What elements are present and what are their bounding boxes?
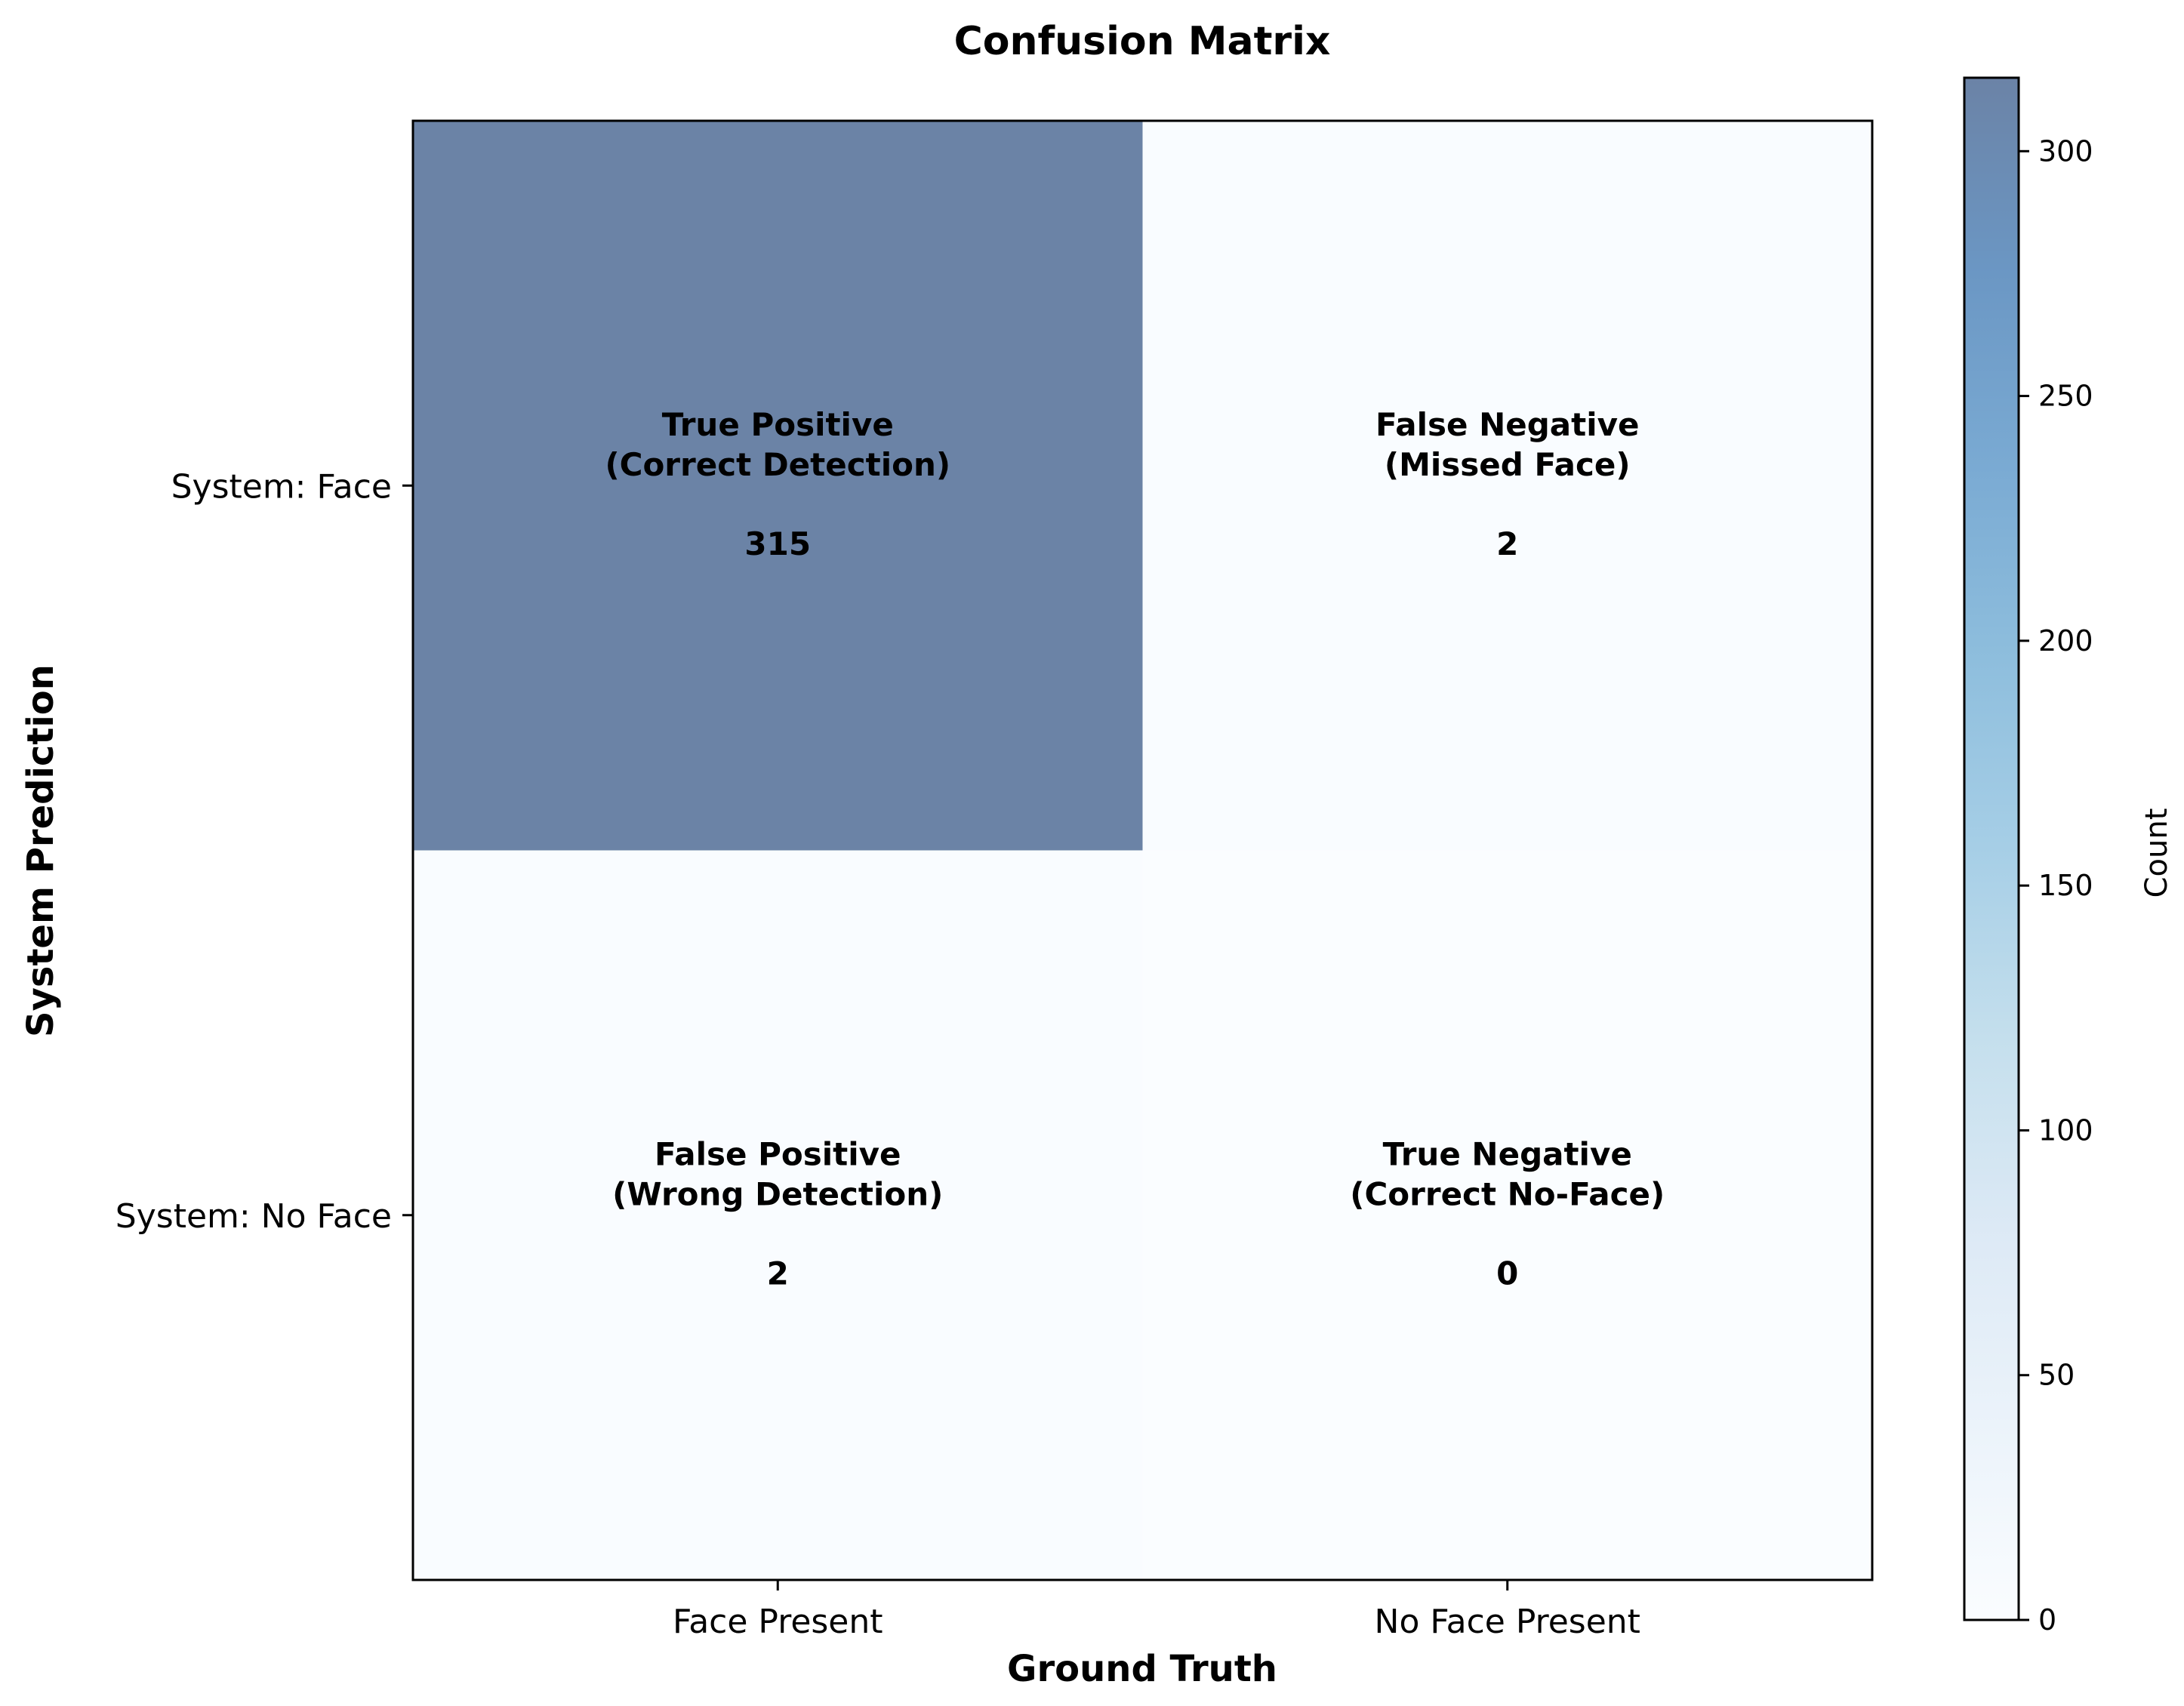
y-tick-label: System: Face [171, 467, 392, 506]
chart-title: Confusion Matrix [954, 19, 1331, 64]
matrix-cell [1142, 121, 1872, 851]
matrix-cell [1142, 850, 1872, 1580]
cell-value: 2 [1496, 525, 1518, 562]
colorbar-tick-label: 300 [2038, 134, 2093, 168]
matrix-cells: True Positive(Correct Detection) 315 False… [413, 121, 1872, 1580]
y-axis-label: System Prediction [20, 664, 62, 1037]
colorbar-tick-label: 50 [2038, 1359, 2075, 1392]
cell-label-line2: (Correct No-Face) [1350, 1176, 1665, 1213]
colorbar-tick-label: 250 [2038, 380, 2093, 413]
x-tick-label: No Face Present [1375, 1603, 1640, 1641]
matrix-cell [413, 121, 1143, 851]
cell-label-line1: False Positive [655, 1136, 901, 1173]
y-tick-label: System: No Face [116, 1197, 392, 1236]
cell-label-line1: False Negative [1375, 406, 1639, 443]
colorbar-tick-label: 150 [2038, 869, 2093, 902]
colorbar-label: Count [2139, 808, 2174, 898]
cell-value: 0 [1496, 1255, 1518, 1292]
colorbar-ticks: 0 50 100 150 200 250 300 [2019, 134, 2093, 1637]
cell-label-line1: True Negative [1383, 1136, 1632, 1173]
colorbar-tick-label: 0 [2038, 1603, 2056, 1637]
cell-value: 315 [744, 525, 811, 562]
cell-label-line2: (Wrong Detection) [612, 1176, 943, 1213]
colorbar-tick-label: 100 [2038, 1113, 2093, 1147]
plot-frame [411, 119, 1874, 1581]
cell-label-line2: (Correct Detection) [605, 446, 950, 483]
x-axis-label: Ground Truth [1007, 1648, 1277, 1690]
cell-label-line2: (Missed Face) [1385, 446, 1631, 483]
x-tick-label: Face Present [673, 1603, 883, 1641]
matrix-cell [413, 850, 1143, 1580]
y-axis-ticks: System: Face System: No Face [116, 467, 413, 1236]
colorbar-tick-label: 200 [2038, 624, 2093, 657]
x-axis-ticks: Face Present No Face Present [673, 1580, 1640, 1641]
cell-value: 2 [767, 1255, 789, 1292]
colorbar: 0 50 100 150 200 250 300 Count [1963, 76, 2174, 1637]
colorbar-frame [1963, 76, 2020, 1621]
cell-label-line1: True Positive [662, 406, 894, 443]
colorbar-gradient [1964, 78, 2019, 1620]
